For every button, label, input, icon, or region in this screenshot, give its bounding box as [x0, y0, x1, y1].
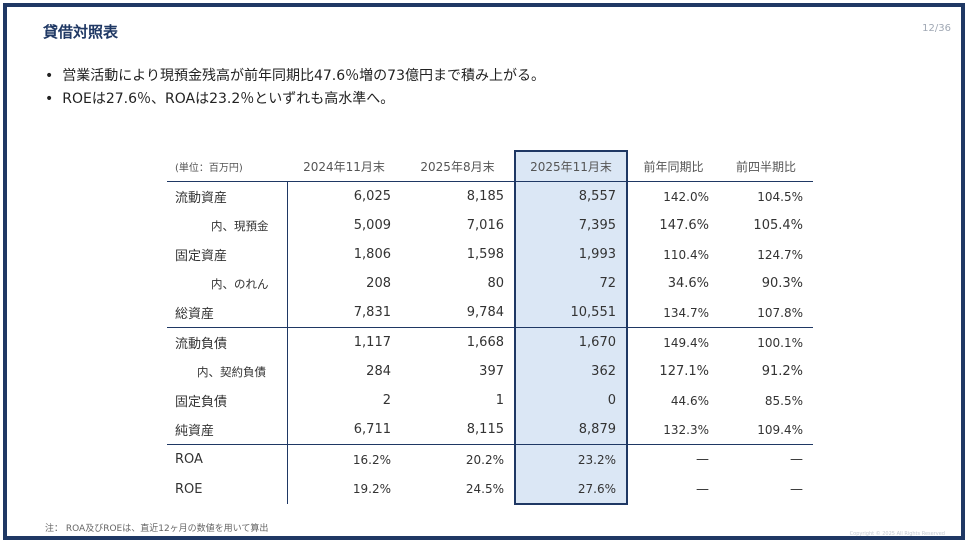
bullet-list: 営業活動により現預金残高が前年同期比47.6％増の73億円まで積み上がる。 RO…	[45, 65, 545, 111]
cell-value-highlighted: 23.2%	[514, 444, 628, 474]
cell-value: 80	[487, 276, 504, 291]
cell-value: 397	[479, 364, 504, 379]
cell-value-highlighted: 1,670	[514, 327, 628, 357]
cell-qoq: 91.2%	[761, 364, 803, 379]
table-row: ROE 19.2% 24.5% 27.6% — —	[167, 474, 813, 505]
slide-title: 貸借対照表	[43, 23, 119, 41]
cell-yoy: 110.4%	[663, 247, 709, 262]
row-label: 内、契約負債	[167, 357, 288, 386]
cell-value: 7,831	[353, 305, 391, 320]
cell-value: 6,025	[353, 189, 391, 204]
cell-value: 16.2%	[287, 444, 401, 474]
row-label: ROE	[167, 474, 288, 504]
cell-qoq: 109.4%	[757, 422, 803, 437]
cell-value: 1,598	[466, 247, 504, 262]
cell-yoy: 134.7%	[663, 305, 709, 320]
cell-value: 6,711	[353, 422, 391, 437]
row-label: 内、のれん	[167, 269, 288, 298]
row-label: 固定資産	[167, 240, 288, 269]
table-row: ROA 16.2% 20.2% 23.2% — —	[167, 444, 813, 474]
cell-value: 2	[382, 393, 391, 408]
cell-value: 8,115	[466, 422, 504, 437]
cell-value: 9,784	[466, 305, 504, 320]
cell-qoq: 100.1%	[719, 327, 813, 357]
table-row: 内、現預金 5,009 7,016 7,395 147.6% 105.4%	[167, 211, 813, 240]
cell-qoq: 105.4%	[753, 218, 803, 233]
cell-qoq: 85.5%	[764, 393, 803, 408]
cell-value: 1,668	[401, 327, 515, 357]
column-header: 前年同期比	[627, 151, 719, 182]
row-label: 純資産	[167, 415, 288, 445]
cell-qoq: —	[719, 444, 813, 474]
cell-value-highlighted: 8,879	[514, 415, 628, 445]
slide: 貸借対照表 12/36 営業活動により現預金残高が前年同期比47.6％増の73億…	[3, 3, 965, 540]
cell-yoy: 34.6%	[667, 276, 709, 291]
cell-yoy: 132.3%	[663, 422, 709, 437]
cell-value: 1	[495, 393, 504, 408]
column-header: 前四半期比	[719, 151, 813, 182]
cell-yoy: —	[627, 444, 719, 474]
cell-value-highlighted: 1,993	[514, 240, 628, 269]
cell-value: 1,117	[287, 327, 401, 357]
cell-value: 1,806	[353, 247, 391, 262]
page-number: 12/36	[922, 23, 951, 34]
table-row: 内、のれん 208 80 72 34.6% 90.3%	[167, 269, 813, 298]
table-row: 総資産 7,831 9,784 10,551 134.7% 107.8%	[167, 298, 813, 328]
cell-value-highlighted: 362	[514, 357, 628, 386]
cell-value: 7,016	[466, 218, 504, 233]
bullet-item: ROEは27.6％、ROAは23.2％といずれも高水準へ。	[45, 88, 545, 111]
cell-value-highlighted: 8,557	[514, 181, 628, 211]
cell-qoq: —	[790, 481, 803, 497]
table-row: 純資産 6,711 8,115 8,879 132.3% 109.4%	[167, 415, 813, 445]
cell-value-highlighted: 27.6%	[514, 474, 628, 505]
table-row: 固定負債 2 1 0 44.6% 85.5%	[167, 386, 813, 415]
cell-qoq: 90.3%	[761, 276, 803, 291]
cell-value-highlighted: 0	[514, 386, 628, 415]
column-header: 2025年8月末	[401, 151, 515, 182]
cell-yoy: 142.0%	[663, 189, 709, 204]
cell-value: 8,185	[466, 189, 504, 204]
copyright-watermark: Copyright © 2025 All Rights Reserved	[849, 531, 945, 537]
cell-qoq: 124.7%	[757, 247, 803, 262]
table-row: 固定資産 1,806 1,598 1,993 110.4% 124.7%	[167, 240, 813, 269]
balance-sheet-table: (単位：百万円) 2024年11月末 2025年8月末 2025年11月末 前年…	[167, 150, 813, 505]
cell-yoy: 149.4%	[627, 327, 719, 357]
column-header-highlighted: 2025年11月末	[514, 150, 628, 182]
table-header-row: (単位：百万円) 2024年11月末 2025年8月末 2025年11月末 前年…	[167, 150, 813, 182]
cell-value-highlighted: 10,551	[514, 298, 628, 328]
table-row: 流動負債 1,117 1,668 1,670 149.4% 100.1%	[167, 327, 813, 357]
cell-value: 20.2%	[401, 444, 515, 474]
row-label: 総資産	[167, 298, 288, 328]
cell-yoy: 44.6%	[670, 393, 709, 408]
cell-value: 284	[366, 364, 391, 379]
table-row: 流動資産 6,025 8,185 8,557 142.0% 104.5%	[167, 181, 813, 211]
cell-qoq: 107.8%	[757, 305, 803, 320]
footnote: 注： ROA及びROEは、直近12ヶ月の数値を用いて算出	[45, 524, 269, 534]
row-label: 内、現預金	[167, 211, 288, 240]
bullet-item: 営業活動により現預金残高が前年同期比47.6％増の73億円まで積み上がる。	[45, 65, 545, 88]
cell-yoy: 127.1%	[659, 364, 709, 379]
row-label: 流動資産	[167, 181, 288, 211]
cell-value-highlighted: 72	[514, 269, 628, 298]
cell-value: 19.2%	[352, 482, 391, 496]
row-label: ROA	[167, 444, 288, 474]
row-label: 流動負債	[167, 327, 288, 357]
cell-yoy: 147.6%	[659, 218, 709, 233]
table-row: 内、契約負債 284 397 362 127.1% 91.2%	[167, 357, 813, 386]
unit-label: (単位：百万円)	[167, 151, 287, 182]
cell-yoy: —	[696, 481, 709, 497]
cell-value: 5,009	[353, 218, 391, 233]
cell-qoq: 104.5%	[757, 189, 803, 204]
cell-value: 24.5%	[465, 482, 504, 496]
cell-value-highlighted: 7,395	[514, 211, 628, 240]
cell-value: 208	[366, 276, 391, 291]
column-header: 2024年11月末	[287, 151, 401, 182]
row-label: 固定負債	[167, 386, 288, 415]
